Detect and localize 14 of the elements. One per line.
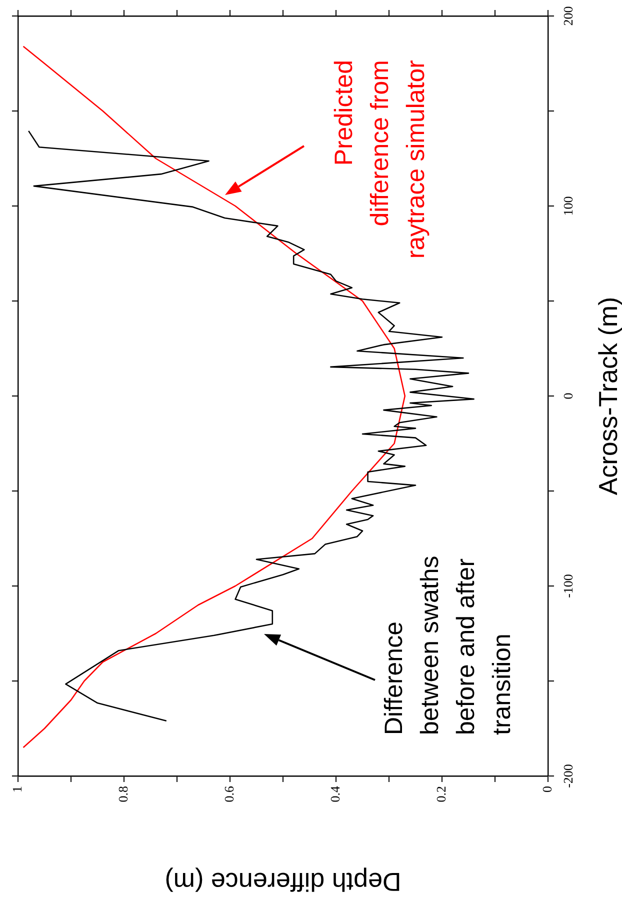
y-tick-label: -200 — [560, 764, 576, 788]
x-tick-label: 0 — [539, 786, 554, 792]
y-tick-label: -100 — [560, 574, 576, 598]
annotation: Difference between swaths before and after transition — [380, 556, 516, 735]
x-tick-label: 0.2 — [433, 786, 448, 802]
x-tick-label: 1 — [9, 786, 24, 792]
y-tick-label: 0 — [560, 392, 576, 400]
x-axis-title: Depth difference (m) — [164, 866, 402, 897]
y-tick-label: 200 — [560, 6, 576, 26]
annotation: Predicted difference from raytrace simulator — [330, 60, 430, 259]
x-tick-label: 0.4 — [327, 786, 342, 802]
x-tick-label: 0.6 — [221, 786, 236, 802]
x-tick-label: 0.8 — [115, 786, 130, 802]
y-tick-label: 100 — [560, 196, 576, 216]
